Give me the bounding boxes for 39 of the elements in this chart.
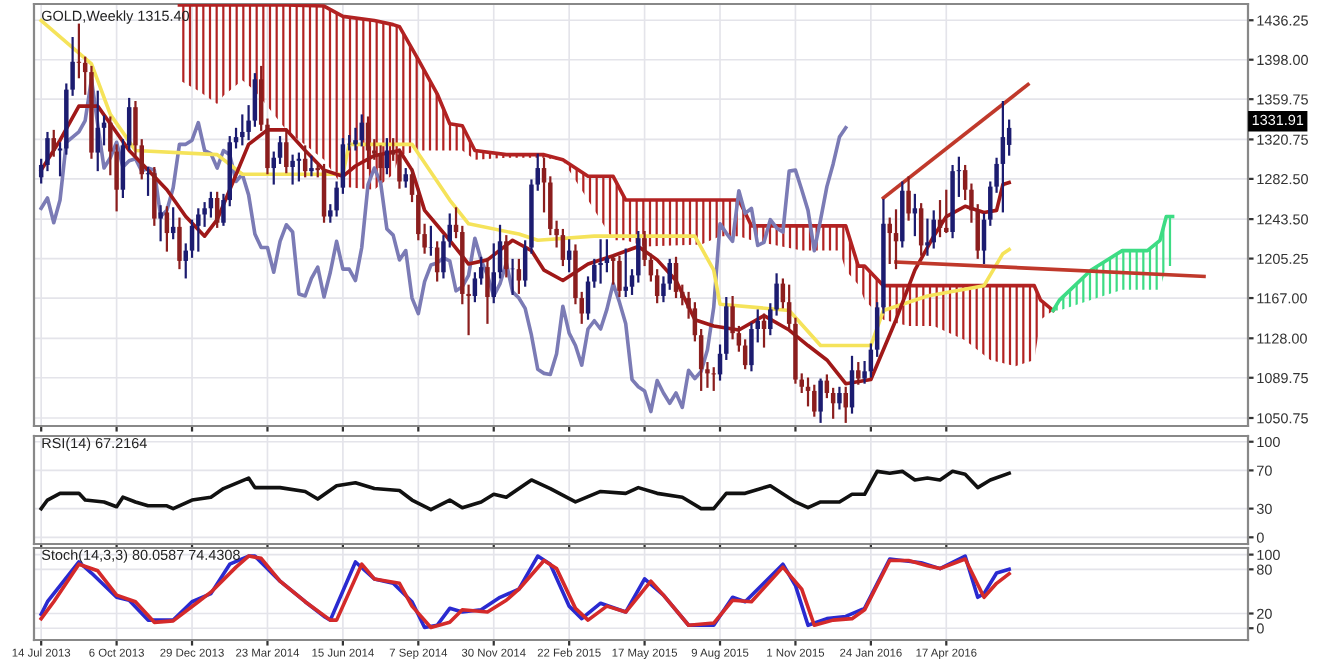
candlestick: [504, 234, 509, 279]
candlestick: [196, 207, 201, 253]
candlestick: [95, 89, 100, 173]
candlestick: [152, 165, 157, 227]
candlestick: [944, 188, 949, 235]
candlestick: [516, 257, 522, 296]
line-series: [39, 104, 1011, 386]
candlestick: [177, 216, 182, 271]
candlestick: [214, 190, 220, 230]
candlestick: [856, 360, 861, 386]
candlestick: [51, 128, 56, 158]
candlestick: [812, 383, 817, 418]
candlestick: [931, 209, 936, 250]
candlestick: [1000, 99, 1006, 214]
candlestick: [837, 385, 842, 411]
candlestick: [365, 115, 371, 171]
candlestick: [290, 153, 295, 186]
candlestick: [378, 144, 383, 182]
candlestick: [711, 366, 716, 393]
candlestick: [818, 377, 823, 425]
candlestick: [598, 238, 603, 285]
candlestick: [321, 162, 327, 224]
candlestick: [887, 216, 892, 266]
candlestick: [309, 154, 314, 178]
candlestick: [843, 385, 848, 425]
candlestick: [617, 254, 622, 299]
candlestick: [925, 217, 930, 257]
candlestick: [560, 227, 566, 268]
line-series: [39, 469, 1011, 512]
candlestick: [359, 113, 364, 148]
candlestick: [623, 247, 628, 299]
candlestick: [164, 205, 170, 253]
candlestick: [158, 204, 163, 243]
candlestick: [428, 224, 434, 257]
candlestick: [485, 256, 490, 325]
candlestick: [403, 166, 408, 189]
candlestick: [284, 127, 289, 175]
candlestick: [906, 175, 911, 222]
candlestick: [240, 113, 245, 147]
